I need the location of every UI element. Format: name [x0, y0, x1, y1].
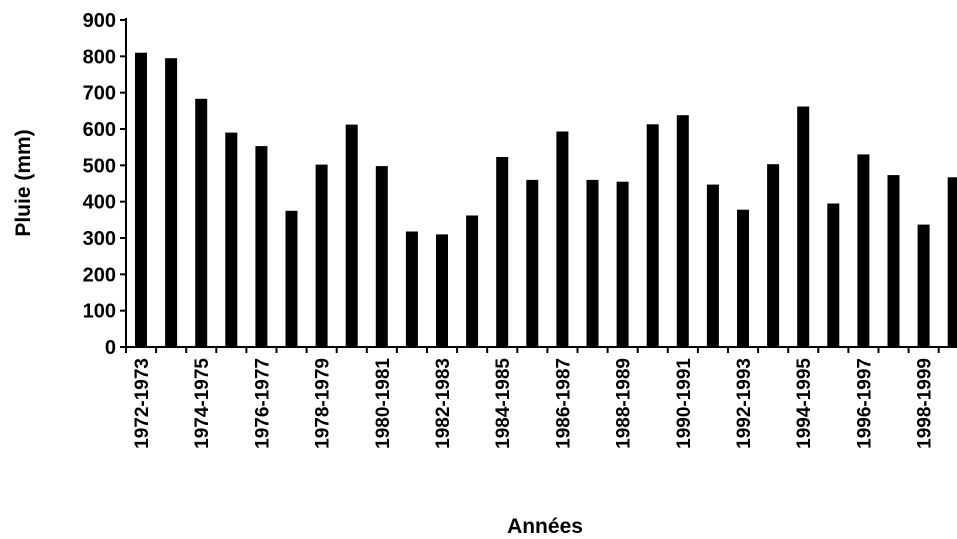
y-tick-label: 200	[83, 264, 116, 286]
bar	[195, 98, 208, 347]
y-axis-title: Pluie (mm)	[12, 129, 35, 236]
bar	[345, 124, 358, 347]
x-tick-label: 1974-1975	[192, 358, 213, 449]
bar	[405, 231, 418, 347]
bar	[496, 157, 509, 347]
bar	[737, 209, 749, 347]
x-tick-label: 1990-1991	[674, 358, 695, 449]
bar	[315, 164, 328, 347]
bar	[436, 234, 448, 347]
bar	[827, 203, 840, 347]
x-tick-label: 1976-1977	[252, 358, 273, 449]
x-tick-label: 1988-1989	[614, 358, 635, 449]
bar	[526, 179, 539, 347]
bar	[947, 177, 957, 347]
x-tick-label: 1984-1985	[493, 358, 514, 449]
bar	[375, 166, 388, 347]
bar	[165, 58, 178, 347]
x-tick-label: 1980-1981	[373, 358, 394, 449]
x-tick-label: 1996-1997	[854, 358, 875, 449]
bar	[466, 215, 479, 347]
x-ticks-group: 1972-1973 1974-1975 1976-1977 1978-1979 1980…	[125, 347, 940, 449]
y-tick-label: 700	[83, 83, 116, 105]
y-tick-label: 900	[83, 10, 116, 32]
x-tick-label: 1992-1993	[734, 358, 755, 449]
y-tick-label: 800	[83, 46, 116, 68]
bar	[706, 184, 719, 347]
y-tick-label: 400	[83, 192, 116, 214]
bar	[857, 154, 870, 347]
x-tick-label: 1972-1973	[132, 358, 153, 449]
bar	[255, 146, 268, 347]
bar	[887, 175, 900, 347]
bar	[556, 131, 569, 347]
bar	[767, 164, 780, 347]
bar	[797, 106, 810, 347]
y-tick-label: 600	[83, 119, 116, 141]
bar	[225, 132, 238, 347]
y-tick-label: 0	[105, 337, 116, 359]
bar	[616, 181, 629, 347]
bar	[646, 124, 659, 347]
x-tick-label: 1994-1995	[794, 358, 815, 449]
bar	[676, 115, 689, 347]
x-axis-title: Années	[507, 515, 583, 538]
bar	[586, 179, 599, 347]
x-tick-label: 1982-1983	[433, 358, 454, 449]
x-tick-label: 1978-1979	[313, 358, 334, 449]
y-tick-label: 500	[83, 155, 116, 177]
bars-group	[135, 52, 957, 348]
y-tick-label: 100	[83, 301, 116, 323]
x-tick-label: 1986-1987	[553, 358, 574, 449]
bar	[135, 52, 147, 347]
x-tick-label: 1998-1999	[915, 358, 936, 449]
y-ticks-group: 0 100 200 300 400 500 600 700 800 900	[83, 10, 126, 359]
bar	[285, 210, 298, 348]
bar	[917, 224, 930, 347]
y-tick-label: 300	[83, 228, 116, 250]
